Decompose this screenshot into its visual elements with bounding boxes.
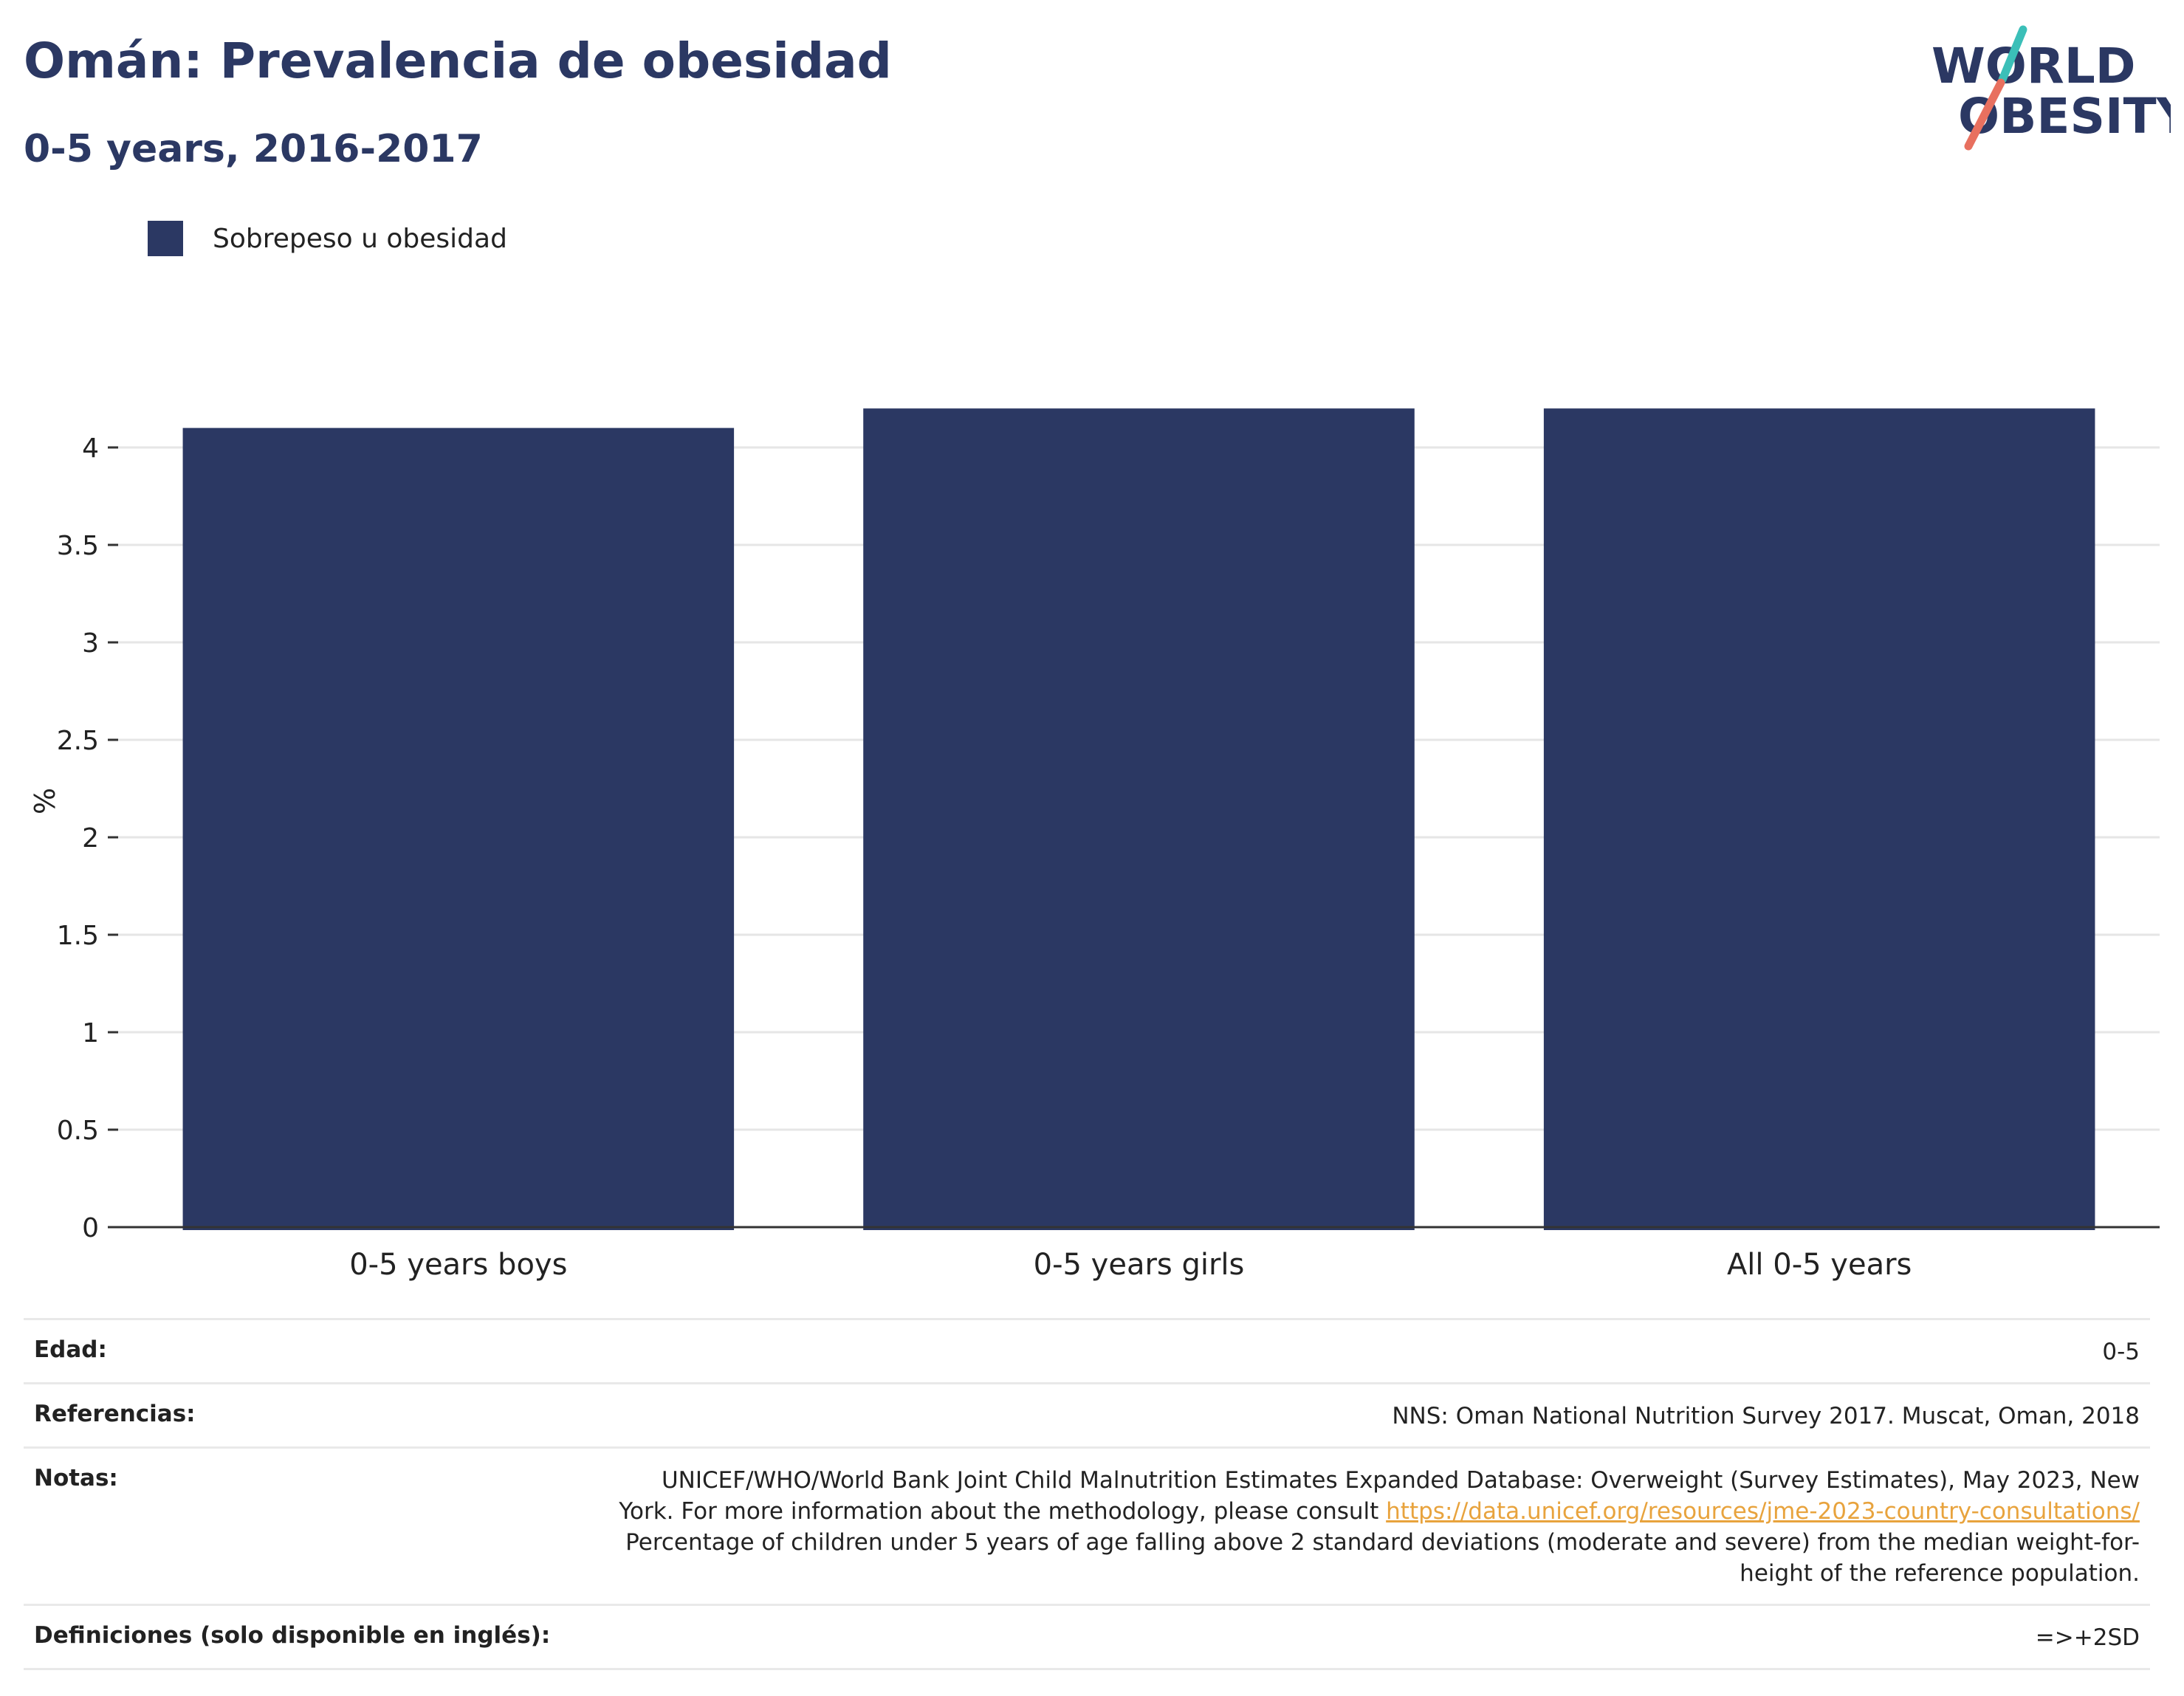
notes-line-2: York. For more information about the met… (619, 1496, 2140, 1527)
x-tick-label: All 0-5 years (1727, 1248, 1912, 1282)
age-value: 0-5 (2102, 1339, 2140, 1365)
metadata-table: Edad: 0-5 Referencias: NNS: Oman Nationa… (24, 1318, 2150, 1670)
chart-legend: Sobrepeso u obesidad (148, 220, 507, 257)
notes-line-1: UNICEF/WHO/World Bank Joint Child Malnut… (661, 1467, 2140, 1494)
bar-2 (1543, 408, 2095, 1231)
y-tick-label: 3 (82, 628, 99, 659)
axes: 0 0.5 1 1.5 2 2.5 3 3.5 4 0-5 years boys 0-5 years… (57, 433, 2160, 1282)
page-subtitle: 0-5 years, 2016-2017 (24, 127, 483, 171)
y-tick-label: 1 (82, 1018, 99, 1048)
legend-label: Sobrepeso u obesidad (213, 223, 507, 254)
y-tick-label: 2.5 (57, 726, 99, 756)
x-tick-label: 0-5 years girls (1034, 1248, 1245, 1282)
notes-line-4: height of the reference population. (1740, 1560, 2140, 1587)
meta-row-references: Referencias: NNS: Oman National Nutritio… (24, 1382, 2150, 1446)
meta-row-age: Edad: 0-5 (24, 1318, 2150, 1382)
notes-line-3: Percentage of children under 5 years of … (625, 1529, 2140, 1556)
y-tick-label: 2 (82, 823, 99, 854)
bar-chart: 0 0.5 1 1.5 2 2.5 3 3.5 4 0-5 years boys 0-5 years… (29, 408, 2160, 1282)
y-axis-label: % (29, 788, 61, 814)
references-value: NNS: Oman National Nutrition Survey 2017… (1392, 1403, 2140, 1429)
legend-swatch (148, 221, 183, 256)
notes-line-2-prefix: York. For more information about the met… (619, 1498, 1387, 1525)
logo-slash-teal (1998, 25, 2027, 84)
y-tick-label: 0.5 (57, 1116, 99, 1146)
notes-value: UNICEF/WHO/World Bank Joint Child Malnut… (619, 1465, 2140, 1589)
bar-0 (182, 428, 735, 1230)
world-obesity-logo: WORLD OBESITY (1931, 25, 2171, 151)
meta-row-notes: Notas: UNICEF/WHO/World Bank Joint Child… (24, 1446, 2150, 1604)
age-label: Edad: (34, 1336, 107, 1363)
y-tick-label: 0 (82, 1213, 99, 1243)
notes-methodology-link[interactable]: https://data.unicef.org/resources/jme-20… (1386, 1498, 2140, 1525)
notes-label: Notas: (34, 1465, 118, 1491)
logo-slash-coral (1964, 78, 2005, 151)
meta-row-definitions: Definiciones (solo disponible en inglés)… (24, 1604, 2150, 1670)
logo-line-1: WORLD (1931, 38, 2136, 95)
references-label: Referencias: (34, 1401, 196, 1427)
page-title: Omán: Prevalencia de obesidad (24, 32, 892, 89)
bar-1 (863, 408, 1415, 1231)
x-tick-label: 0-5 years boys (349, 1248, 567, 1282)
y-tick-label: 3.5 (57, 531, 99, 561)
y-tick-label: 1.5 (57, 921, 99, 951)
y-tick-label: 4 (82, 433, 99, 464)
definitions-value: =>+2SD (2035, 1624, 2140, 1651)
definitions-label: Definiciones (solo disponible en inglés)… (34, 1622, 551, 1649)
bars (182, 408, 2095, 1231)
